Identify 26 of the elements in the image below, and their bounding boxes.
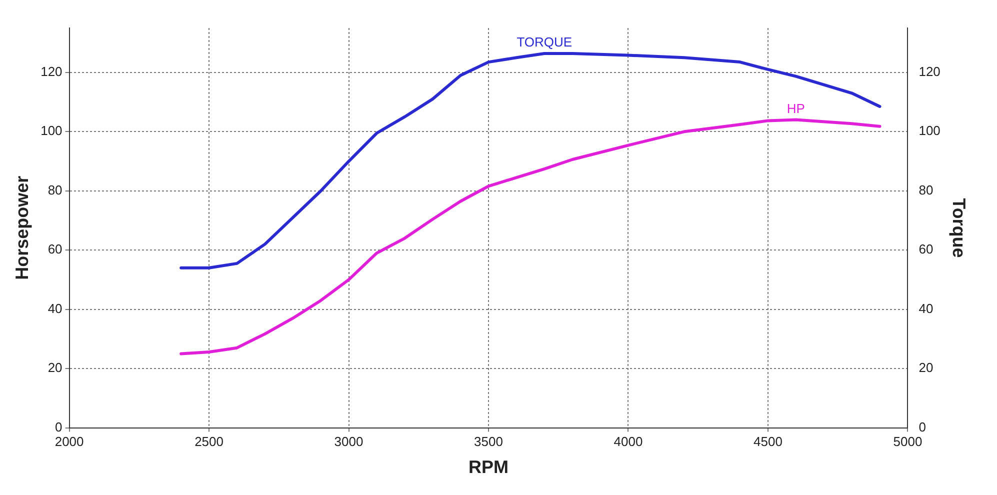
y-tick-label: 120	[40, 64, 62, 79]
y2-tick-label: 60	[918, 242, 934, 257]
series-label: HP	[786, 100, 805, 116]
y-tick-label: 0	[55, 419, 62, 434]
x-tick-label: 2000	[54, 434, 84, 450]
y2-tick-label: 20	[918, 360, 934, 376]
x-tick-label: 3000	[334, 434, 364, 450]
y2-axis-title: Torque	[949, 198, 970, 258]
x-tick-label: 2500	[194, 434, 224, 450]
series-label: TORQUE	[516, 34, 572, 50]
y-axis-title: Horsepower	[12, 176, 32, 280]
x-tick-label: 4500	[754, 434, 782, 450]
y2-tick-label: 120	[918, 64, 940, 79]
y2-tick-label: 0	[918, 419, 926, 434]
x-tick-label: 3500	[474, 434, 503, 450]
x-tick-label: 5000	[893, 434, 922, 450]
x-tick-label: 4000	[614, 434, 643, 450]
y2-tick-label: 40	[918, 300, 934, 316]
y-tick-label: 40	[48, 300, 62, 316]
y-tick-label: 80	[48, 182, 62, 198]
y2-tick-label: 100	[918, 123, 940, 138]
y-tick-label: 20	[48, 360, 62, 376]
y-tick-label: 100	[40, 123, 62, 138]
x-axis-title: RPM	[468, 457, 508, 478]
y2-tick-label: 80	[918, 182, 934, 198]
y-tick-label: 60	[48, 242, 62, 257]
